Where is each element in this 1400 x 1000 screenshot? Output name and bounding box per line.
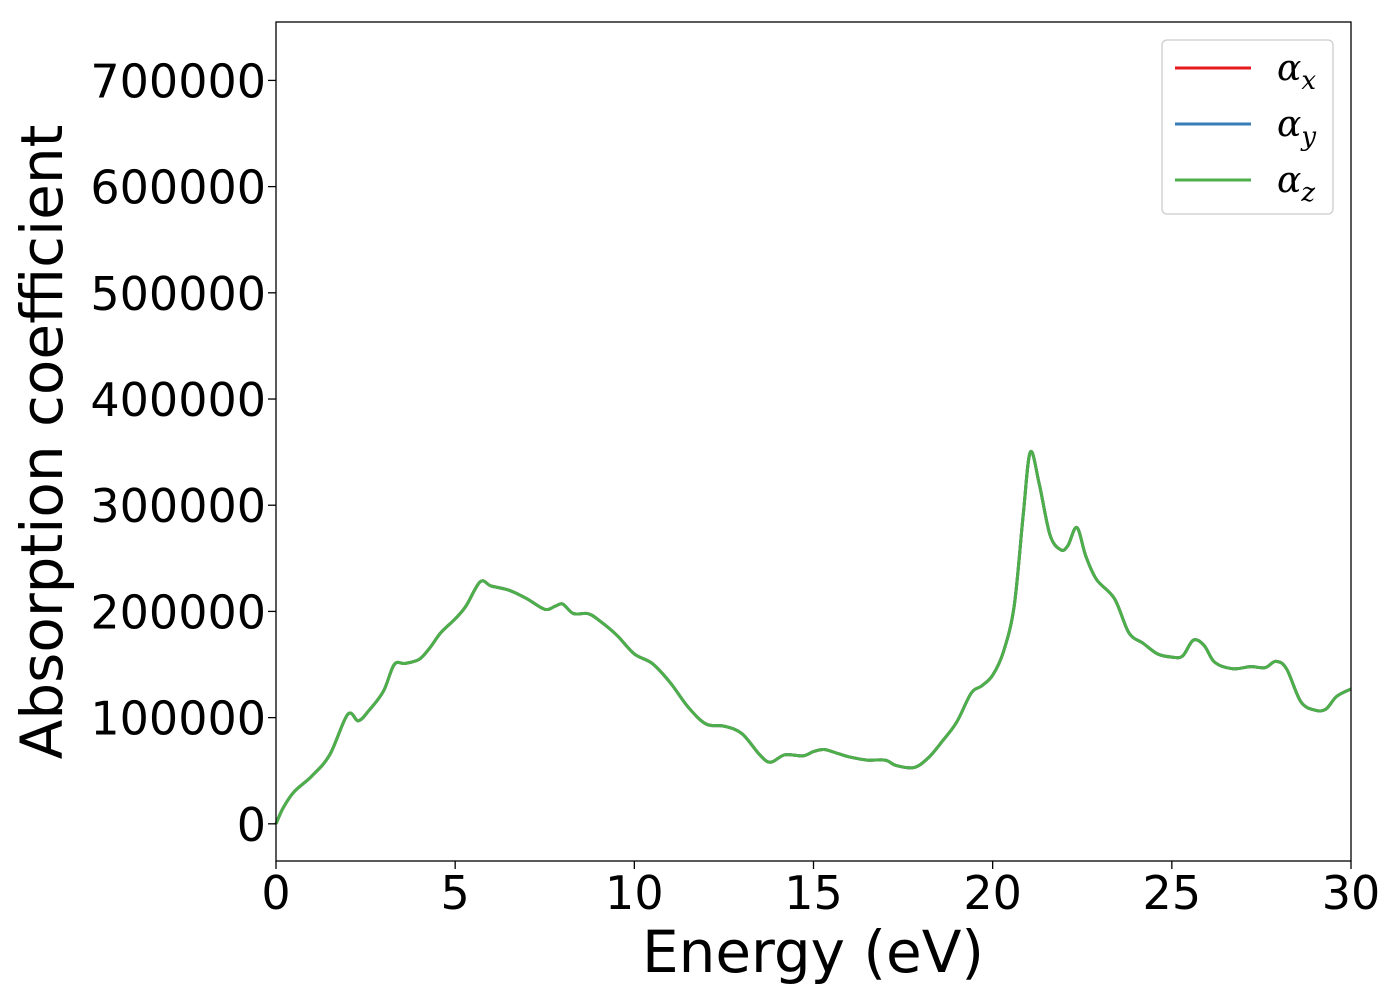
legend-label: αy bbox=[1277, 104, 1316, 152]
y-tick-label: 200000 bbox=[90, 585, 266, 639]
y-tick-label: 700000 bbox=[90, 54, 266, 108]
y-axis-title: Absorption coefficient bbox=[8, 125, 76, 760]
x-tick-label: 5 bbox=[441, 866, 470, 920]
x-tick-label: 0 bbox=[261, 866, 290, 920]
y-tick-label: 600000 bbox=[90, 161, 266, 215]
legend-box bbox=[1161, 39, 1334, 215]
y-axis: 0 100000 200000 300000 400000 500000 600000 700… bbox=[90, 54, 276, 852]
y-tick-label: 300000 bbox=[90, 479, 266, 533]
series-layer bbox=[274, 449, 1352, 825]
x-tick-label: 10 bbox=[605, 866, 664, 920]
legend-label: αx bbox=[1277, 48, 1316, 96]
y-tick-label: 500000 bbox=[90, 267, 266, 321]
legend-label: αz bbox=[1277, 160, 1315, 208]
x-axis: 0 5 10 15 20 25 30 bbox=[261, 861, 1380, 920]
x-axis-title: Energy (eV) bbox=[642, 918, 984, 986]
series-line-3 bbox=[274, 449, 1352, 825]
y-tick-label: 100000 bbox=[90, 692, 266, 746]
legend: αx αy αz bbox=[1161, 39, 1334, 215]
x-tick-label: 20 bbox=[963, 866, 1022, 920]
y-tick-label: 0 bbox=[237, 798, 266, 852]
x-tick-label: 15 bbox=[784, 866, 843, 920]
x-tick-label: 25 bbox=[1143, 866, 1202, 920]
y-tick-label: 400000 bbox=[90, 373, 266, 427]
x-tick-label: 30 bbox=[1322, 866, 1381, 920]
